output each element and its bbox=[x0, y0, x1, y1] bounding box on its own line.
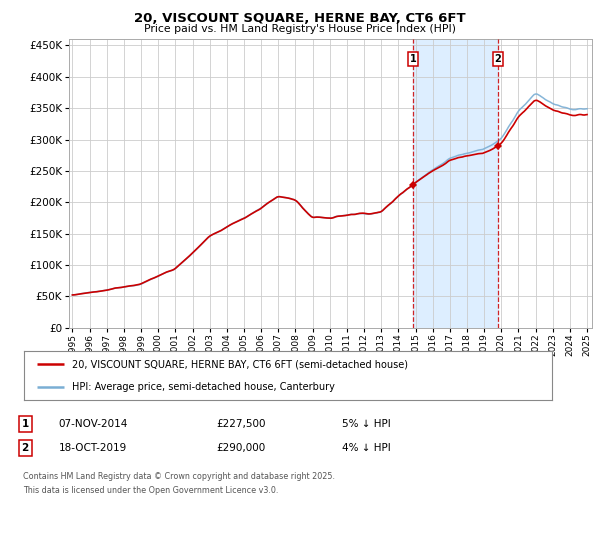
Text: 2: 2 bbox=[494, 54, 501, 64]
Bar bbox=[413, 39, 498, 328]
Text: 2: 2 bbox=[22, 443, 29, 453]
Text: 18-OCT-2019: 18-OCT-2019 bbox=[59, 443, 127, 453]
Text: 20, VISCOUNT SQUARE, HERNE BAY, CT6 6FT (semi-detached house): 20, VISCOUNT SQUARE, HERNE BAY, CT6 6FT … bbox=[71, 360, 407, 370]
Text: 4% ↓ HPI: 4% ↓ HPI bbox=[342, 443, 391, 453]
Text: £227,500: £227,500 bbox=[216, 419, 265, 429]
Text: HPI: Average price, semi-detached house, Canterbury: HPI: Average price, semi-detached house,… bbox=[71, 382, 334, 392]
Text: Contains HM Land Registry data © Crown copyright and database right 2025.: Contains HM Land Registry data © Crown c… bbox=[23, 472, 335, 480]
Text: 1: 1 bbox=[410, 54, 416, 64]
Text: Price paid vs. HM Land Registry's House Price Index (HPI): Price paid vs. HM Land Registry's House … bbox=[144, 24, 456, 34]
Text: This data is licensed under the Open Government Licence v3.0.: This data is licensed under the Open Gov… bbox=[23, 486, 278, 495]
Text: 07-NOV-2014: 07-NOV-2014 bbox=[59, 419, 128, 429]
Text: 1: 1 bbox=[22, 419, 29, 429]
Text: 20, VISCOUNT SQUARE, HERNE BAY, CT6 6FT: 20, VISCOUNT SQUARE, HERNE BAY, CT6 6FT bbox=[134, 12, 466, 25]
Text: £290,000: £290,000 bbox=[216, 443, 265, 453]
Text: 5% ↓ HPI: 5% ↓ HPI bbox=[342, 419, 391, 429]
